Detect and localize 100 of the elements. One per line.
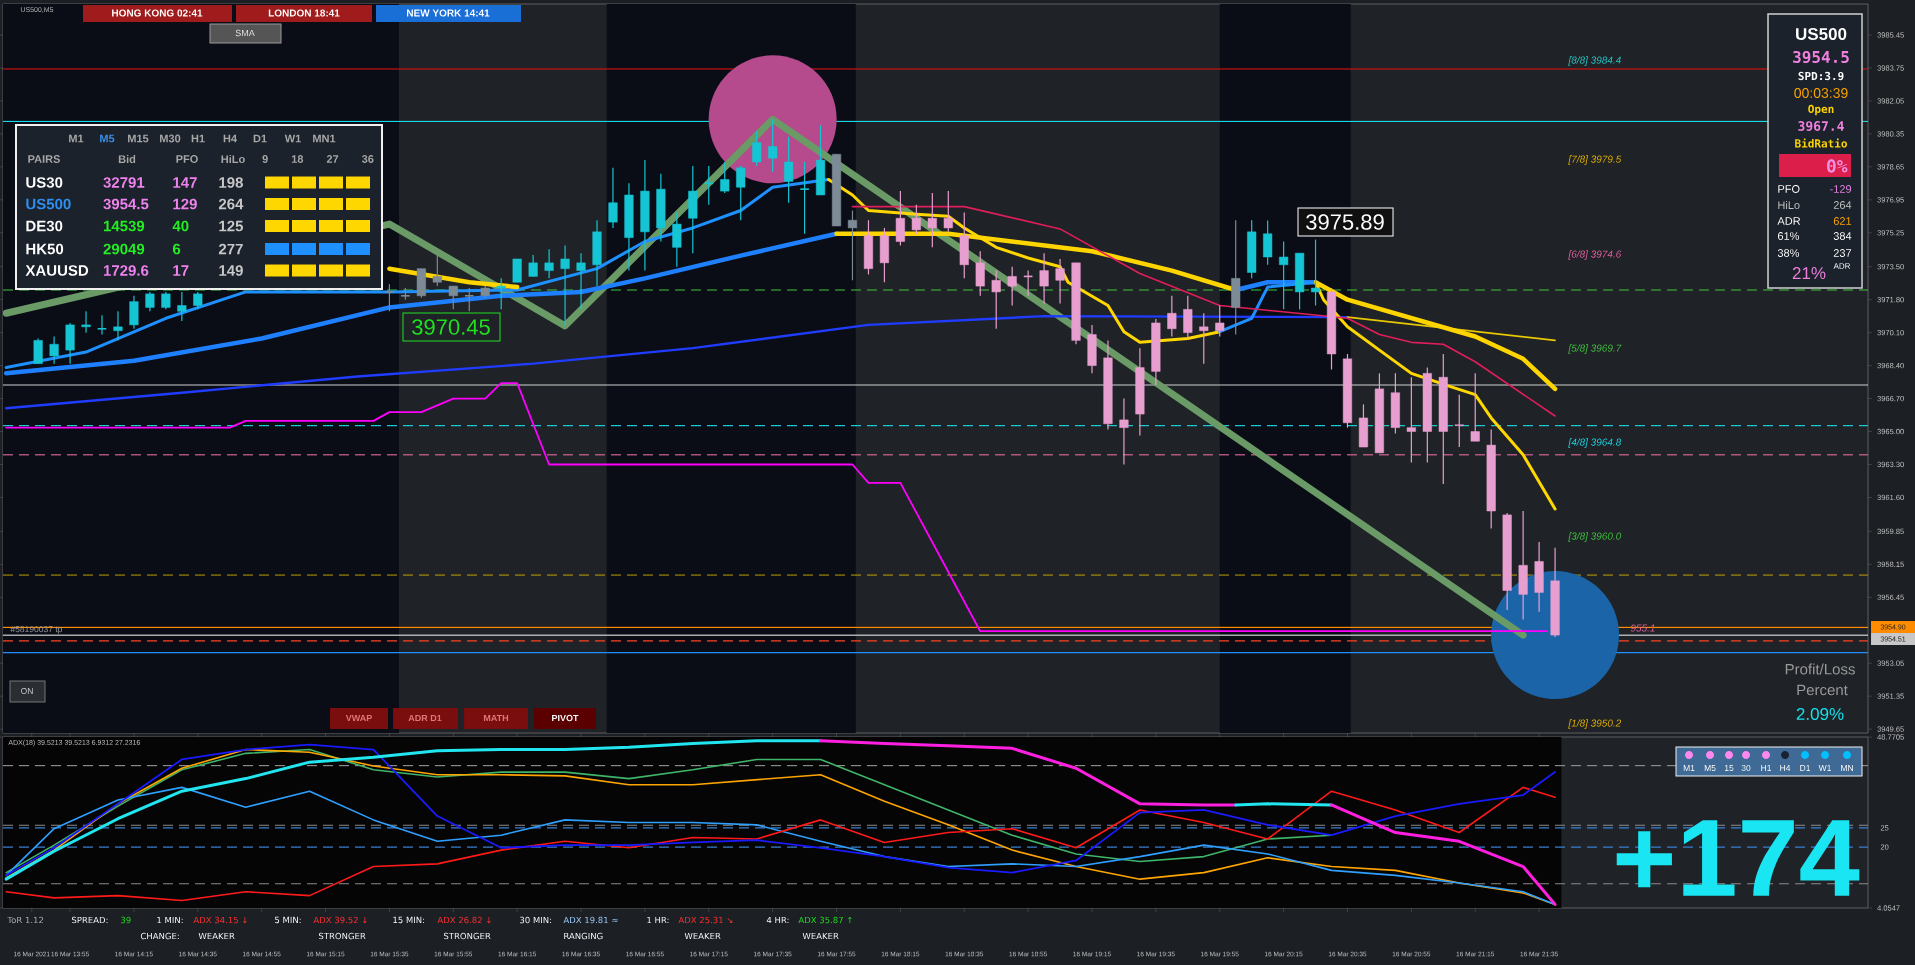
annotation: 61% [1777, 232, 1800, 240]
text: STRONGER [443, 932, 491, 940]
text: 1 HR: [647, 916, 669, 924]
annotation: 277 [218, 243, 243, 255]
annotation: SMA [235, 29, 255, 37]
annotation: 621 [1833, 217, 1852, 225]
annotation: 17 [173, 265, 189, 276]
annotation: [1/8] 3950.2 [1568, 719, 1622, 729]
annotation: PFO [176, 155, 198, 163]
annotation: 6 [172, 243, 181, 255]
text: RANGING [564, 932, 603, 940]
annotation: 15 [1724, 765, 1734, 771]
annotation: 30 [1741, 765, 1751, 772]
annotation: W1 [1818, 765, 1831, 771]
annotation: 384 [1833, 232, 1852, 240]
annotation: 3954.5 [103, 198, 149, 210]
annotation: 32791 [103, 177, 145, 188]
annotation: 3967.4 [1798, 121, 1844, 131]
text: ToR 1.12 [7, 916, 44, 924]
annotation: M5 [100, 134, 115, 143]
annotation: 1729.6 [103, 265, 149, 276]
annotation: [6/8] 3974.6 [1568, 250, 1622, 260]
annotation: PAIRS [28, 155, 60, 163]
annotation: 0% [1827, 159, 1848, 173]
annotation: D1 [1800, 765, 1811, 771]
annotation: ON [21, 688, 33, 695]
annotation: [4/8] 3964.8 [1568, 438, 1622, 448]
text: ADX 26.82 ↓ [437, 916, 491, 924]
annotation: [8/8] 3984.4 [1568, 56, 1621, 66]
annotation: H1 [191, 134, 205, 143]
annotation: D1 [253, 134, 267, 143]
annotation: 129 [173, 198, 197, 210]
text: STRONGER [318, 932, 366, 940]
annotation: -129 [1830, 185, 1852, 193]
annotation: 237 [1833, 249, 1852, 257]
annotation: W1 [284, 134, 301, 143]
annotation: SPD:3.9 [1798, 71, 1844, 81]
text: WEAKER [198, 932, 235, 940]
annotation: 3954.5 [1793, 50, 1849, 64]
annotation: US30 [26, 177, 63, 188]
annotation: DE30 [26, 220, 63, 232]
annotation: 198 [219, 177, 243, 188]
text: 39 [121, 916, 131, 924]
annotation: H4 [1780, 765, 1791, 771]
annotation: [5/8] 3969.7 [1568, 344, 1622, 354]
annotation: Open [1808, 104, 1834, 116]
text: ADX 34.15 ↓ [193, 916, 247, 924]
annotation: 29049 [103, 243, 145, 255]
text: 15 MIN: [393, 916, 424, 924]
annotation: 00:03:39 [1794, 88, 1848, 98]
annotation: US500 [1796, 28, 1847, 41]
annotation: ADR [1777, 217, 1801, 225]
annotation: 40 [172, 220, 189, 232]
annotation: XAUUSD [25, 265, 89, 276]
annotation: HiLo [221, 154, 245, 164]
annotation: M15 [128, 134, 149, 143]
annotation: H1 [1761, 765, 1772, 771]
text: 5 MIN: [275, 916, 301, 924]
annotation: Bid [118, 154, 136, 164]
text: 4 HR: [766, 916, 789, 924]
annotation: Percent [1797, 684, 1848, 696]
text: ADX 35.87 ↑ [798, 916, 852, 924]
annotation: M5 [1704, 765, 1716, 771]
text: ADX 25.31 ↘ [678, 916, 733, 924]
annotation: PFO [1778, 185, 1800, 193]
annotation: NEW YORK 14:41 [406, 9, 490, 17]
annotation: 2.09% [1796, 708, 1844, 721]
annotation: VWAP [345, 714, 372, 722]
annotation: M30 [160, 134, 181, 143]
annotation: HONG KONG 02:41 [112, 9, 203, 17]
annotation: 125 [219, 220, 244, 232]
annotation: M1 [69, 134, 84, 143]
annotation: 3975.89 [1306, 214, 1384, 230]
annotation: Profit/Loss [1785, 663, 1855, 675]
text: SPREAD: [71, 916, 108, 924]
annotation: 264 [218, 198, 244, 210]
annotation: M1 [1683, 765, 1695, 771]
text: 30 MIN: [520, 916, 551, 924]
text: WEAKER [802, 932, 839, 940]
annotation: 14539 [103, 220, 145, 232]
text: 1 MIN: [157, 916, 183, 924]
annotation: 264 [1833, 201, 1852, 209]
annotation: 9 18 27 36 [262, 155, 374, 163]
annotation: 3970.45 [412, 319, 490, 335]
annotation: 38% [1777, 249, 1800, 257]
annotation: US500 [26, 198, 71, 210]
annotation: 147 [173, 177, 197, 188]
annotation: MN1 [313, 134, 336, 143]
annotation: HK50 [26, 243, 64, 255]
annotation: ADR D1 [408, 714, 442, 722]
annotation: MATH [483, 714, 509, 722]
annotation: H4 [223, 134, 237, 143]
annotation: 21% [1792, 267, 1826, 279]
text: ADX 39.52 ↓ [313, 916, 367, 924]
text: ADX 19.81 ≈ [563, 916, 618, 924]
annotation: PIVOT [552, 714, 579, 722]
annotation: HiLo [1778, 200, 1800, 210]
annotation: [3/8] 3960.0 [1568, 532, 1622, 542]
text: WEAKER [684, 932, 721, 940]
annotation: BidRatio [1795, 138, 1847, 148]
